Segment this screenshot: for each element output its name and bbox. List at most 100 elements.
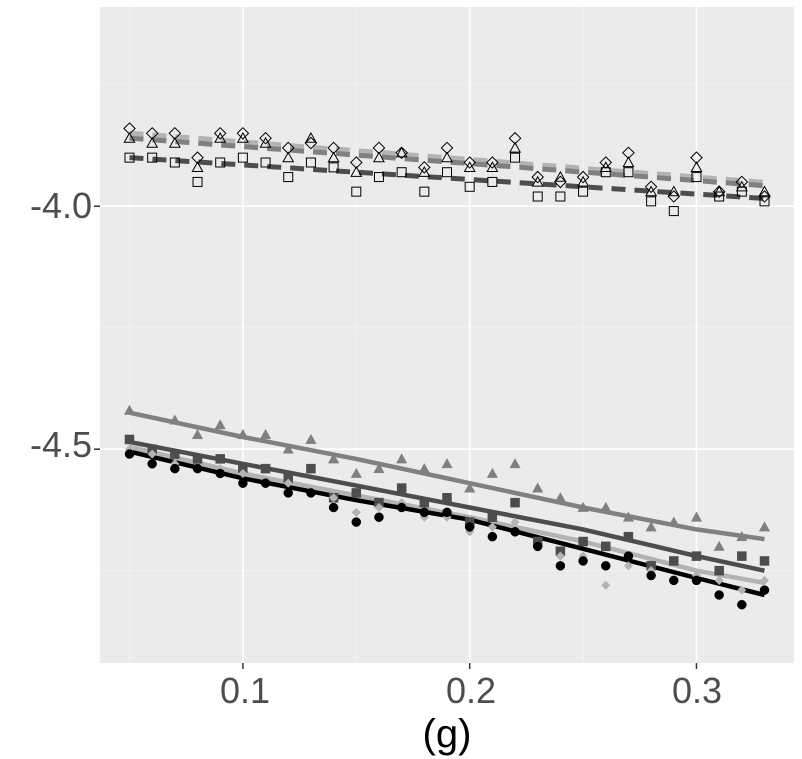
data-point-s4 (758, 521, 771, 532)
data-point-s7 (147, 459, 157, 469)
data-point-s5 (578, 536, 588, 547)
data-point-s4 (123, 404, 136, 415)
data-point-s2 (214, 131, 227, 143)
data-point-s7 (691, 575, 702, 586)
data-point-s4 (191, 428, 204, 440)
data-point-s1 (236, 126, 250, 140)
data-point-s5 (351, 488, 362, 498)
data-point-s1 (417, 160, 431, 174)
data-point-s5 (759, 556, 770, 566)
data-point-s1 (554, 175, 567, 189)
data-point-s7 (623, 551, 634, 561)
data-point-s2 (440, 151, 454, 163)
data-point-s6 (238, 468, 248, 479)
trend-line-1 (129, 130, 765, 185)
data-point-s7 (374, 512, 384, 522)
data-point-s2 (577, 175, 590, 187)
data-point-s5 (215, 454, 225, 464)
data-point-s3 (373, 172, 384, 183)
data-point-s7 (464, 522, 475, 532)
data-point-s4 (418, 462, 430, 474)
data-point-s1 (259, 131, 272, 145)
data-point-s2 (350, 165, 363, 177)
data-point-s1 (191, 151, 204, 165)
data-point-s2 (327, 151, 340, 163)
data-point-s5 (714, 565, 724, 576)
data-point-s3 (442, 167, 452, 178)
data-point-s4 (600, 501, 612, 512)
data-point-s2 (645, 185, 658, 197)
trend-line-2 (129, 135, 765, 189)
data-point-s4 (690, 511, 703, 522)
y-tick-label: -4.5 (30, 424, 92, 465)
data-point-s5 (737, 551, 747, 561)
data-point-s5 (442, 493, 452, 503)
data-point-s2 (191, 161, 204, 172)
data-point-s6 (714, 575, 724, 586)
data-point-s3 (646, 196, 657, 207)
data-point-s7 (714, 590, 724, 600)
data-point-s1 (485, 156, 499, 169)
data-point-s4 (554, 492, 567, 503)
data-points (123, 122, 771, 610)
data-point-s7 (510, 527, 520, 537)
data-point-s4 (169, 414, 181, 425)
data-point-s7 (215, 468, 225, 479)
data-point-s5 (260, 463, 271, 474)
data-point-s6 (147, 449, 157, 459)
x-axis-title: (g) (423, 712, 472, 756)
data-point-s3 (305, 157, 316, 168)
data-point-s7 (555, 561, 566, 571)
data-point-s2 (509, 141, 522, 153)
data-point-s4 (327, 453, 340, 464)
data-point-s1 (304, 136, 318, 150)
data-point-s4 (350, 467, 362, 478)
data-point-s5 (396, 483, 407, 493)
data-point-s7 (578, 556, 588, 566)
data-point-s1 (622, 146, 635, 160)
data-point-s3 (464, 181, 475, 192)
data-point-s4 (622, 511, 635, 522)
data-point-s4 (214, 419, 226, 430)
data-point-s7 (442, 507, 452, 518)
data-point-s4 (486, 467, 498, 478)
y-axis: -4.5 -4.0 (30, 185, 100, 465)
data-point-s7 (351, 517, 362, 527)
data-point-s2 (282, 151, 295, 163)
data-point-s7 (328, 502, 339, 513)
data-point-s2 (168, 136, 181, 148)
data-point-s2 (372, 151, 385, 163)
data-point-s4 (237, 428, 249, 440)
x-tick-label: 0.2 (446, 670, 496, 711)
data-point-s6 (351, 507, 361, 517)
data-point-s6 (555, 551, 566, 561)
data-point-s5 (170, 449, 180, 459)
panel-background (100, 7, 794, 663)
data-point-s1 (395, 146, 409, 160)
data-point-s3 (351, 186, 362, 197)
data-point-s5 (192, 454, 203, 464)
data-point-s1 (644, 180, 658, 194)
data-point-s1 (145, 126, 159, 140)
data-point-s7 (283, 488, 293, 498)
data-point-s5 (601, 541, 611, 552)
data-point-s3 (147, 152, 158, 163)
data-point-s5 (419, 497, 430, 508)
data-point-s7 (170, 463, 180, 474)
data-point-s1 (123, 122, 136, 135)
data-point-s5 (510, 497, 520, 508)
data-point-s6 (601, 580, 611, 590)
data-point-s4 (464, 482, 476, 493)
data-point-s2 (463, 161, 476, 172)
data-point-s3 (487, 176, 498, 187)
data-point-s7 (737, 599, 747, 610)
data-point-s2 (758, 185, 771, 197)
data-point-s4 (305, 433, 317, 444)
data-point-s1 (531, 170, 545, 184)
trend-line-3 (129, 155, 765, 201)
data-point-s3 (192, 176, 203, 187)
data-point-s7 (669, 575, 679, 586)
data-point-s3 (578, 186, 589, 197)
data-point-s2 (259, 136, 272, 148)
